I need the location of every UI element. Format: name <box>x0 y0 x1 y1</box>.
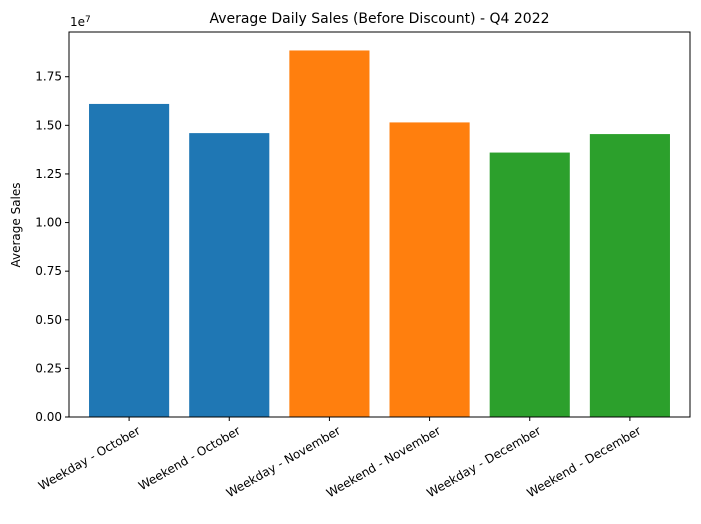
y-tick-label-0: 0.00 <box>35 410 62 424</box>
y-axis-offset-label: 1e7 <box>70 15 91 29</box>
bar-2 <box>289 50 370 417</box>
chart-title: Average Daily Sales (Before Discount) - … <box>209 11 549 27</box>
y-tick-label-2: 0.50 <box>35 313 62 327</box>
y-tick-label-4: 1.00 <box>35 216 62 230</box>
y-tick-label-6: 1.50 <box>35 118 62 132</box>
y-tick-label-7: 1.75 <box>35 70 62 84</box>
y-tick-label-3: 0.75 <box>35 264 62 278</box>
y-tick-label-1: 0.25 <box>35 361 62 375</box>
bar-1 <box>189 133 270 418</box>
bar-3 <box>389 122 470 418</box>
bar-5 <box>589 134 670 417</box>
bar-0 <box>89 103 170 417</box>
bar-4 <box>489 152 570 417</box>
bars-layer <box>89 50 670 418</box>
x-tick-label-1: Weekend - October <box>136 423 243 493</box>
y-axis-label: Average Sales <box>9 182 23 267</box>
y-tick-label-5: 1.25 <box>35 167 62 181</box>
x-tick-label-0: Weekday - October <box>36 423 143 493</box>
y-ticks-layer: 0.00 0.25 0.50 0.75 1.00 1.25 1.50 1.75 <box>35 70 69 424</box>
plot-frame <box>68 31 691 418</box>
